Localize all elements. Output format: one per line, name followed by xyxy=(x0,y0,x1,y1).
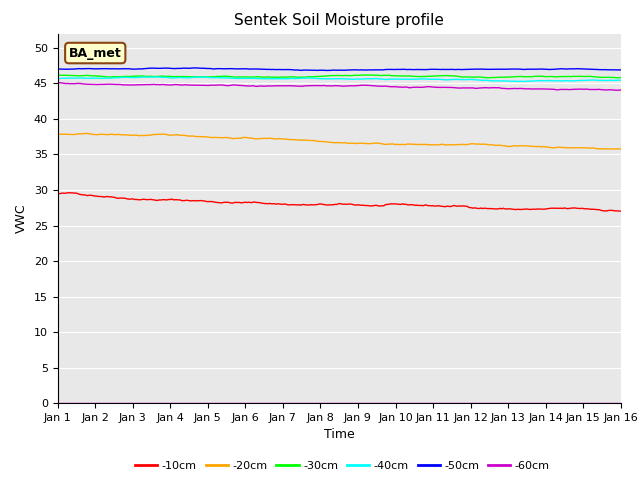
-20cm xyxy=(301,137,309,143)
-40cm xyxy=(617,77,625,83)
-10cm xyxy=(587,206,595,212)
Text: BA_met: BA_met xyxy=(69,47,122,60)
Line: -50cm: -50cm xyxy=(58,68,621,71)
-30cm xyxy=(250,74,257,80)
-10cm xyxy=(242,199,250,205)
Rain xyxy=(54,400,61,406)
-30cm xyxy=(221,73,229,79)
-60cm xyxy=(250,83,257,89)
-10cm xyxy=(252,199,259,205)
-30cm xyxy=(54,72,61,78)
-40cm xyxy=(242,75,250,81)
Line: -60cm: -60cm xyxy=(58,83,621,90)
-50cm xyxy=(54,66,61,72)
-30cm xyxy=(614,75,621,81)
-60cm xyxy=(300,83,308,89)
Line: -30cm: -30cm xyxy=(58,75,621,78)
-50cm xyxy=(223,66,231,72)
Line: -20cm: -20cm xyxy=(58,133,621,149)
-10cm xyxy=(301,202,309,208)
-40cm xyxy=(223,75,231,81)
-10cm xyxy=(617,208,625,214)
-10cm xyxy=(54,191,61,196)
-50cm xyxy=(301,67,309,73)
-20cm xyxy=(252,136,259,142)
-40cm xyxy=(54,75,61,81)
-10cm xyxy=(65,190,72,195)
-30cm xyxy=(300,74,308,80)
-20cm xyxy=(242,134,250,140)
Rain xyxy=(221,400,229,406)
-60cm xyxy=(221,83,229,88)
-10cm xyxy=(124,196,132,202)
-40cm xyxy=(589,77,596,83)
Y-axis label: VWC: VWC xyxy=(15,204,28,233)
-50cm xyxy=(322,68,330,73)
-20cm xyxy=(587,145,595,151)
-20cm xyxy=(54,132,61,137)
Rain xyxy=(617,400,625,406)
-50cm xyxy=(123,66,131,72)
-30cm xyxy=(586,73,593,79)
-20cm xyxy=(82,131,90,136)
-10cm xyxy=(223,199,231,205)
-60cm xyxy=(586,86,593,92)
-40cm xyxy=(513,79,521,84)
-20cm xyxy=(223,135,231,141)
-60cm xyxy=(123,82,131,88)
-30cm xyxy=(617,75,625,81)
Rain xyxy=(241,400,248,406)
-20cm xyxy=(124,132,132,138)
Title: Sentek Soil Moisture profile: Sentek Soil Moisture profile xyxy=(234,13,444,28)
-50cm xyxy=(190,65,198,71)
-60cm xyxy=(617,87,625,93)
-30cm xyxy=(241,74,248,80)
-20cm xyxy=(617,146,625,152)
-50cm xyxy=(617,67,625,73)
Rain xyxy=(300,400,308,406)
-60cm xyxy=(241,83,248,88)
Line: -10cm: -10cm xyxy=(58,192,621,211)
-50cm xyxy=(589,66,596,72)
-30cm xyxy=(123,73,131,79)
Rain xyxy=(123,400,131,406)
-50cm xyxy=(252,66,259,72)
-60cm xyxy=(614,87,621,93)
-50cm xyxy=(242,66,250,72)
-20cm xyxy=(600,146,607,152)
-40cm xyxy=(150,74,157,80)
X-axis label: Time: Time xyxy=(324,429,355,442)
Rain xyxy=(586,400,593,406)
Rain xyxy=(250,400,257,406)
-40cm xyxy=(123,74,131,80)
-40cm xyxy=(252,75,259,81)
-40cm xyxy=(301,75,309,81)
-60cm xyxy=(54,80,61,85)
Line: -40cm: -40cm xyxy=(58,77,621,82)
